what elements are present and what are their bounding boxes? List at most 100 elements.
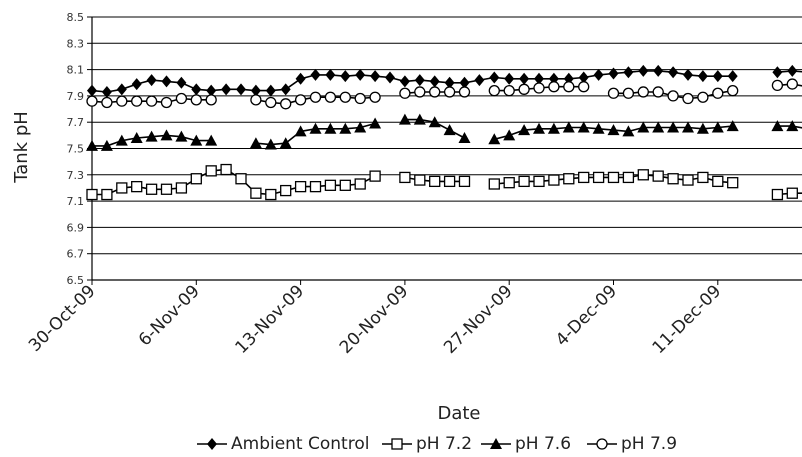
data-point (265, 188, 277, 201)
data-point (682, 174, 694, 186)
data-point (727, 84, 739, 97)
data-point (190, 173, 202, 185)
data-point (145, 130, 158, 142)
data-point (264, 138, 277, 150)
data-point (623, 66, 634, 79)
data-point (637, 169, 649, 181)
data-point (101, 85, 112, 98)
data-point (265, 96, 277, 109)
data-point (354, 178, 366, 190)
data-point (443, 175, 456, 188)
data-point (459, 76, 470, 89)
data-point (340, 70, 351, 83)
y-tick-label: 7.3 (67, 169, 85, 182)
data-point (534, 72, 544, 85)
data-point (370, 70, 381, 83)
data-point (771, 188, 784, 201)
data-point (683, 68, 693, 81)
data-point (250, 187, 262, 199)
data-point (175, 182, 188, 194)
data-point (116, 95, 128, 107)
y-tick-label: 7.7 (67, 116, 85, 129)
data-point (175, 92, 188, 105)
data-point (250, 84, 261, 97)
data-point (711, 121, 724, 133)
data-point (607, 124, 620, 136)
data-point (221, 83, 232, 96)
data-point (444, 76, 455, 89)
data-point (518, 175, 530, 188)
x-axis-title: Date (437, 403, 480, 424)
data-point (592, 122, 605, 134)
data-point (116, 182, 128, 194)
data-point (399, 87, 411, 99)
data-point (608, 67, 619, 80)
series-line-segment (777, 125, 802, 129)
data-point (786, 120, 799, 132)
data-point (578, 71, 589, 84)
data-point (443, 86, 456, 98)
data-point (309, 122, 322, 134)
data-point (712, 70, 723, 83)
series-square (86, 163, 802, 201)
data-point (637, 86, 649, 98)
y-tick-label: 8.1 (67, 64, 85, 77)
data-point (772, 66, 783, 79)
data-point (443, 124, 456, 136)
data-point (161, 75, 172, 88)
data-point (399, 75, 410, 88)
data-point (176, 76, 187, 89)
data-point (115, 134, 128, 146)
data-point (682, 121, 694, 133)
data-point (533, 175, 545, 188)
data-point (191, 83, 202, 96)
data-point (712, 87, 724, 99)
data-point (324, 179, 337, 191)
data-point (697, 91, 709, 103)
data-point (324, 122, 337, 134)
y-tick-label: 6.7 (67, 248, 85, 261)
data-point (787, 64, 798, 77)
data-point (504, 72, 515, 85)
legend-item: pH 7.6 (481, 434, 571, 454)
legend-label: pH 7.9 (621, 434, 677, 454)
data-point (503, 84, 515, 97)
data-point (369, 170, 381, 182)
series-diamond (87, 64, 802, 98)
data-point (145, 183, 158, 195)
data-point (652, 170, 664, 182)
data-point (131, 95, 143, 107)
data-point (236, 83, 246, 96)
series-line-segment (91, 70, 733, 93)
data-point (429, 175, 441, 188)
data-point (653, 64, 664, 77)
data-point (190, 134, 203, 146)
data-point (563, 173, 575, 185)
data-point (562, 121, 575, 133)
x-tick-label: 11-Dec-09 (649, 281, 726, 358)
x-tick-labels: 30-Oct-09 6-Nov-09 13-Nov-09 20-Nov-09 27-No… (25, 280, 725, 358)
data-point (518, 124, 531, 136)
data-point (771, 120, 784, 132)
y-axis-title: Tank pH (11, 111, 32, 184)
data-point (592, 171, 605, 184)
y-tick-label: 6.5 (67, 274, 85, 287)
data-point (205, 94, 217, 106)
data-point (458, 86, 471, 98)
data-point (727, 70, 738, 83)
data-point (280, 83, 291, 96)
x-tick-label: 27-Nov-09 (440, 281, 517, 358)
data-point (667, 173, 679, 185)
x-tick-label: 30-Oct-09 (25, 281, 100, 356)
data-point (100, 139, 113, 151)
data-point (101, 96, 113, 109)
data-point (519, 72, 530, 85)
y-tick-label: 6.9 (67, 221, 85, 234)
data-point (86, 139, 98, 151)
data-point (325, 68, 336, 81)
y-tick-label: 8.3 (67, 37, 85, 50)
y-tick-label: 7.9 (67, 90, 85, 103)
data-point (503, 177, 515, 189)
data-point (369, 117, 382, 129)
data-point (489, 71, 500, 84)
